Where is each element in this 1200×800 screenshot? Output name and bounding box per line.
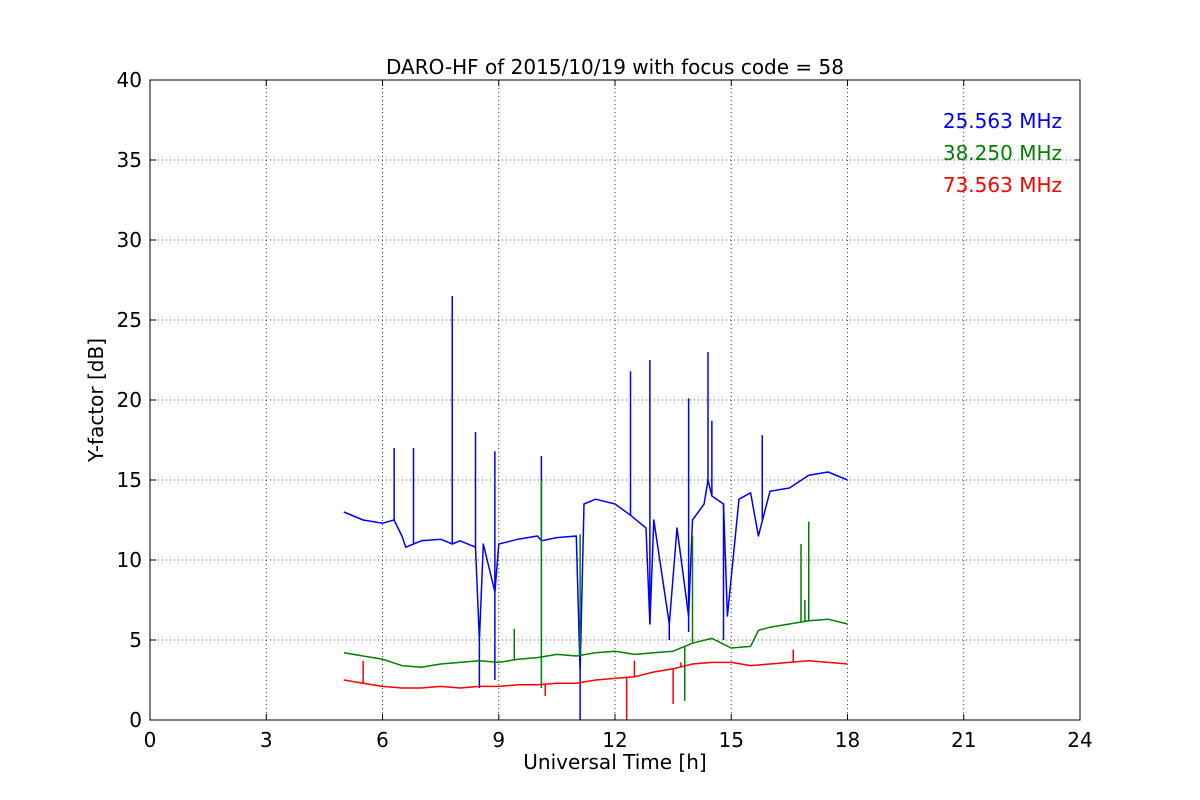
- y-tick-label: 35: [117, 148, 142, 172]
- x-tick-label: 18: [835, 728, 860, 752]
- x-tick-label: 15: [719, 728, 744, 752]
- y-axis: 0 5 10 15 20 25 30 35 40: [117, 68, 1080, 732]
- legend-entry: 73.563 MHz: [943, 173, 1062, 197]
- y-tick-label: 20: [117, 388, 142, 412]
- y-tick-label: 25: [117, 308, 142, 332]
- plot-area: [343, 296, 848, 720]
- legend-entry: 25.563 MHz: [943, 109, 1062, 133]
- series-line: [343, 660, 848, 689]
- chart-title: DARO-HF of 2015/10/19 with focus code = …: [386, 55, 844, 79]
- y-tick-label: 15: [117, 468, 142, 492]
- series-line: [343, 471, 848, 673]
- y-tick-label: 10: [117, 548, 142, 572]
- y-tick-label: 0: [129, 708, 142, 732]
- series-line: [343, 618, 848, 668]
- x-tick-label: 21: [951, 728, 976, 752]
- x-axis-title: Universal Time [h]: [523, 750, 706, 774]
- y-tick-label: 30: [117, 228, 142, 252]
- x-tick-label: 6: [376, 728, 389, 752]
- x-tick-label: 3: [260, 728, 273, 752]
- series-1: [343, 480, 848, 701]
- x-tick-label: 24: [1067, 728, 1092, 752]
- y-axis-title: Y-factor [dB]: [84, 338, 108, 463]
- x-axis: 0 3 6 9 12 15 18 21 24: [144, 80, 1093, 752]
- series-0: [343, 296, 848, 720]
- x-tick-label: 12: [602, 728, 627, 752]
- series-2: [343, 649, 848, 720]
- y-tick-label: 40: [117, 68, 142, 92]
- x-tick-label: 0: [144, 728, 157, 752]
- grid: [150, 80, 1080, 720]
- y-tick-label: 5: [129, 628, 142, 652]
- legend: 25.563 MHz 38.250 MHz 73.563 MHz: [943, 109, 1062, 197]
- legend-entry: 38.250 MHz: [943, 141, 1062, 165]
- x-tick-label: 9: [492, 728, 505, 752]
